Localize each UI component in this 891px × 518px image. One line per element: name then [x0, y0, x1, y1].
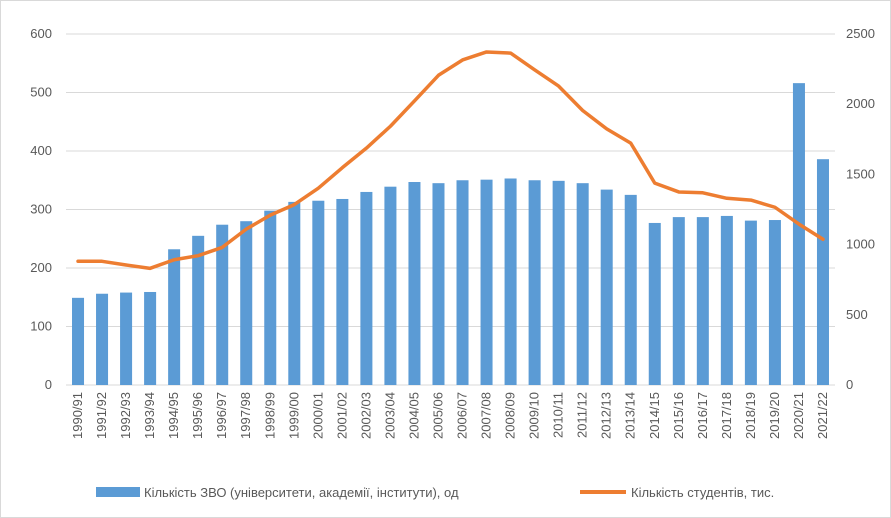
left-tick-label: 200 [30, 260, 52, 275]
bar [672, 217, 685, 385]
x-tick-label: 1992/93 [118, 392, 133, 439]
x-tick-label: 1991/92 [94, 392, 109, 439]
bar [360, 191, 373, 385]
bar [696, 217, 709, 385]
x-tick-label: 2002/03 [358, 392, 373, 439]
right-tick-label: 2500 [846, 26, 875, 41]
x-axis-ticks: 1990/91 1991/92 1992/93 1993/94 1994/95 1995/… [70, 392, 830, 439]
x-tick-label: 2019/20 [767, 392, 782, 439]
x-tick-label: 2018/19 [743, 392, 758, 439]
x-tick-label: 1993/94 [142, 392, 157, 439]
right-tick-label: 1500 [846, 166, 875, 181]
bar [600, 189, 613, 385]
bar [72, 297, 85, 385]
bar-series [72, 83, 829, 385]
legend-swatch-bar [96, 487, 140, 497]
bar [720, 215, 733, 385]
x-tick-label: 1995/96 [190, 392, 205, 439]
right-tick-label: 1000 [846, 237, 875, 252]
x-tick-label: 2009/10 [527, 392, 542, 439]
bar [384, 186, 397, 385]
bar [408, 182, 421, 385]
line-series [76, 50, 825, 271]
x-tick-label: 2010/11 [551, 392, 566, 438]
x-tick-label: 2004/05 [406, 392, 421, 439]
x-tick-label: 2020/21 [791, 392, 806, 439]
bar [528, 180, 541, 385]
x-tick-label: 2021/22 [815, 392, 830, 439]
legend-label-line: Кількість студентів, тис. [631, 485, 774, 500]
x-tick-label: 2014/15 [647, 392, 662, 439]
left-tick-label: 400 [30, 143, 52, 158]
left-axis-ticks: 0 100 200 300 400 500 600 [30, 26, 52, 392]
bar [816, 159, 829, 385]
bar [96, 293, 109, 385]
left-tick-label: 0 [45, 377, 52, 392]
series-line [76, 50, 825, 271]
x-tick-label: 2016/17 [695, 392, 710, 439]
bar [240, 221, 253, 385]
x-tick-label: 1996/97 [214, 392, 229, 439]
bar [336, 198, 349, 385]
bar [264, 210, 277, 385]
bar [144, 291, 157, 385]
x-tick-label: 2001/02 [334, 392, 349, 439]
bar [624, 194, 637, 385]
bar [648, 222, 661, 385]
x-tick-label: 2012/13 [599, 392, 614, 439]
right-tick-label: 0 [846, 377, 853, 392]
x-tick-label: 2011/12 [575, 392, 590, 438]
x-tick-label: 2013/14 [623, 392, 638, 439]
bar [432, 183, 445, 385]
bar [168, 249, 181, 385]
left-tick-label: 300 [30, 202, 52, 217]
bar [288, 201, 301, 385]
right-tick-label: 500 [846, 307, 868, 322]
left-tick-label: 100 [30, 319, 52, 334]
bar [192, 235, 205, 385]
bar [744, 220, 757, 385]
bar [456, 180, 469, 385]
legend-label-bar: Кількість ЗВО (університети, академії, і… [144, 485, 459, 500]
bar [120, 292, 133, 385]
right-axis-ticks: 0 500 1000 1500 2000 2500 [846, 26, 875, 392]
right-tick-label: 2000 [846, 96, 875, 111]
x-tick-label: 1999/00 [286, 392, 301, 439]
x-tick-label: 1990/91 [70, 392, 85, 439]
x-tick-label: 2005/06 [430, 392, 445, 439]
x-tick-label: 2017/18 [719, 392, 734, 439]
bar [312, 200, 325, 385]
bar [504, 178, 517, 385]
x-tick-label: 2006/07 [455, 392, 470, 439]
left-tick-label: 500 [30, 85, 52, 100]
x-tick-label: 1994/95 [166, 392, 181, 439]
bar [768, 220, 781, 385]
bar [576, 183, 589, 385]
x-tick-label: 2007/08 [479, 392, 494, 439]
left-tick-label: 600 [30, 26, 52, 41]
x-tick-label: 2015/16 [671, 392, 686, 439]
x-tick-label: 2008/09 [503, 392, 518, 439]
x-tick-label: 1998/99 [262, 392, 277, 439]
bar [552, 180, 565, 385]
x-tick-label: 2000/01 [310, 392, 325, 439]
bar [792, 83, 805, 385]
legend: Кількість ЗВО (університети, академії, і… [96, 485, 774, 500]
x-tick-label: 2003/04 [382, 392, 397, 439]
bar [480, 179, 493, 385]
x-tick-label: 1997/98 [238, 392, 253, 439]
bar [216, 224, 229, 385]
